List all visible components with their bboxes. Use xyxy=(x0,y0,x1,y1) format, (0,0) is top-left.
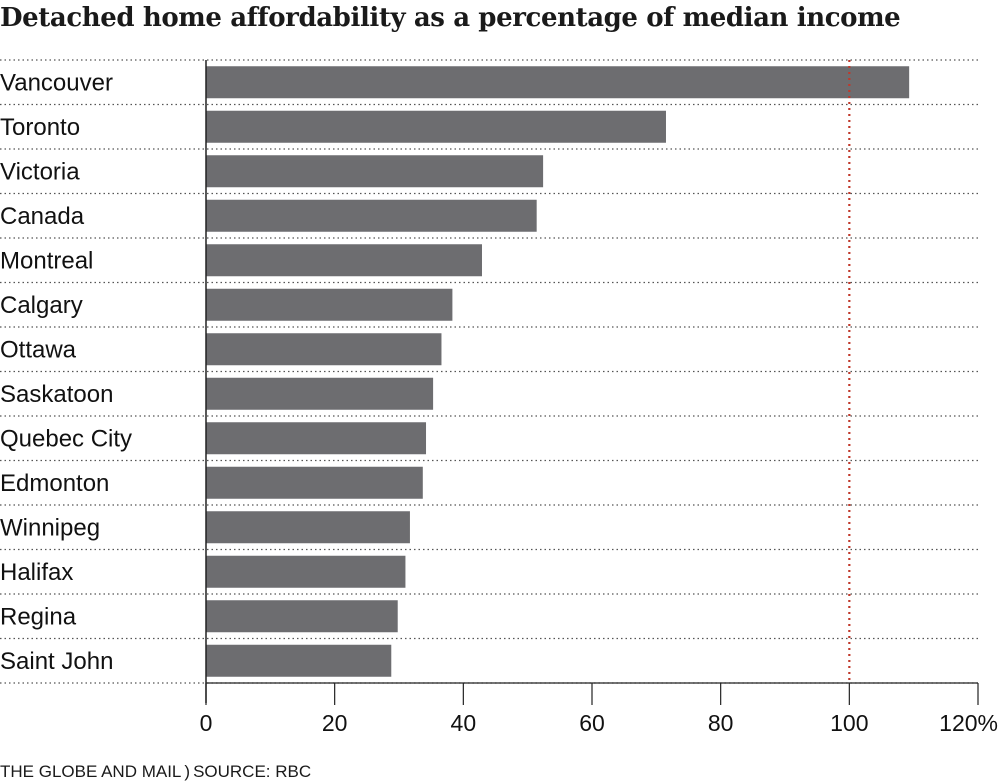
x-tick-label: 120% xyxy=(939,710,998,736)
bar-halifax xyxy=(206,555,406,588)
bar-saint-john xyxy=(206,644,392,677)
bar-canada xyxy=(206,199,537,232)
bar-regina xyxy=(206,600,398,633)
credit-line: THE GLOBE AND MAIL) SOURCE: RBC xyxy=(0,760,600,784)
bars xyxy=(206,66,910,677)
category-label: Saint John xyxy=(0,648,113,675)
bar-toronto xyxy=(206,110,666,143)
category-label: Vancouver xyxy=(0,69,113,96)
credit-separator: ) xyxy=(184,762,191,781)
category-label: Ottawa xyxy=(0,336,77,363)
category-label: Canada xyxy=(0,203,85,230)
category-labels: Vancouver Toronto Victoria Canada Montreal Ca… xyxy=(0,69,132,675)
x-axis: 0 20 40 60 80 100 120% xyxy=(200,60,998,736)
category-label: Winnipeg xyxy=(0,514,100,541)
source-note: SOURCE: RBC xyxy=(193,762,312,781)
bar-calgary xyxy=(206,288,453,321)
bar-montreal xyxy=(206,244,482,277)
bar-victoria xyxy=(206,155,544,188)
category-label: Quebec City xyxy=(0,425,132,452)
chart-title: Detached home affordability as a percent… xyxy=(0,3,901,33)
bar-vancouver xyxy=(206,66,910,99)
x-tick-label: 100 xyxy=(830,710,868,736)
category-label: Calgary xyxy=(0,292,83,319)
bar-saskatoon xyxy=(206,377,434,410)
x-tick-label: 0 xyxy=(200,710,213,736)
x-tick-label: 80 xyxy=(708,710,734,736)
x-tick-label: 60 xyxy=(579,710,605,736)
category-label: Toronto xyxy=(0,114,80,141)
gridlines xyxy=(0,59,978,684)
category-label: Montreal xyxy=(0,247,93,274)
x-tick-label: 40 xyxy=(451,710,477,736)
category-label: Regina xyxy=(0,603,77,630)
category-label: Saskatoon xyxy=(0,381,113,408)
bar-winnipeg xyxy=(206,511,410,544)
publisher-name: THE GLOBE AND MAIL xyxy=(0,762,182,781)
category-label: Edmonton xyxy=(0,470,109,497)
bar-chart: Vancouver Toronto Victoria Canada Montreal Ca… xyxy=(0,59,998,736)
category-label: Halifax xyxy=(0,559,73,586)
category-label: Victoria xyxy=(0,158,80,185)
bar-quebec-city xyxy=(206,422,427,455)
x-tick-label: 20 xyxy=(322,710,348,736)
bar-edmonton xyxy=(206,466,423,499)
bar-ottawa xyxy=(206,333,442,366)
